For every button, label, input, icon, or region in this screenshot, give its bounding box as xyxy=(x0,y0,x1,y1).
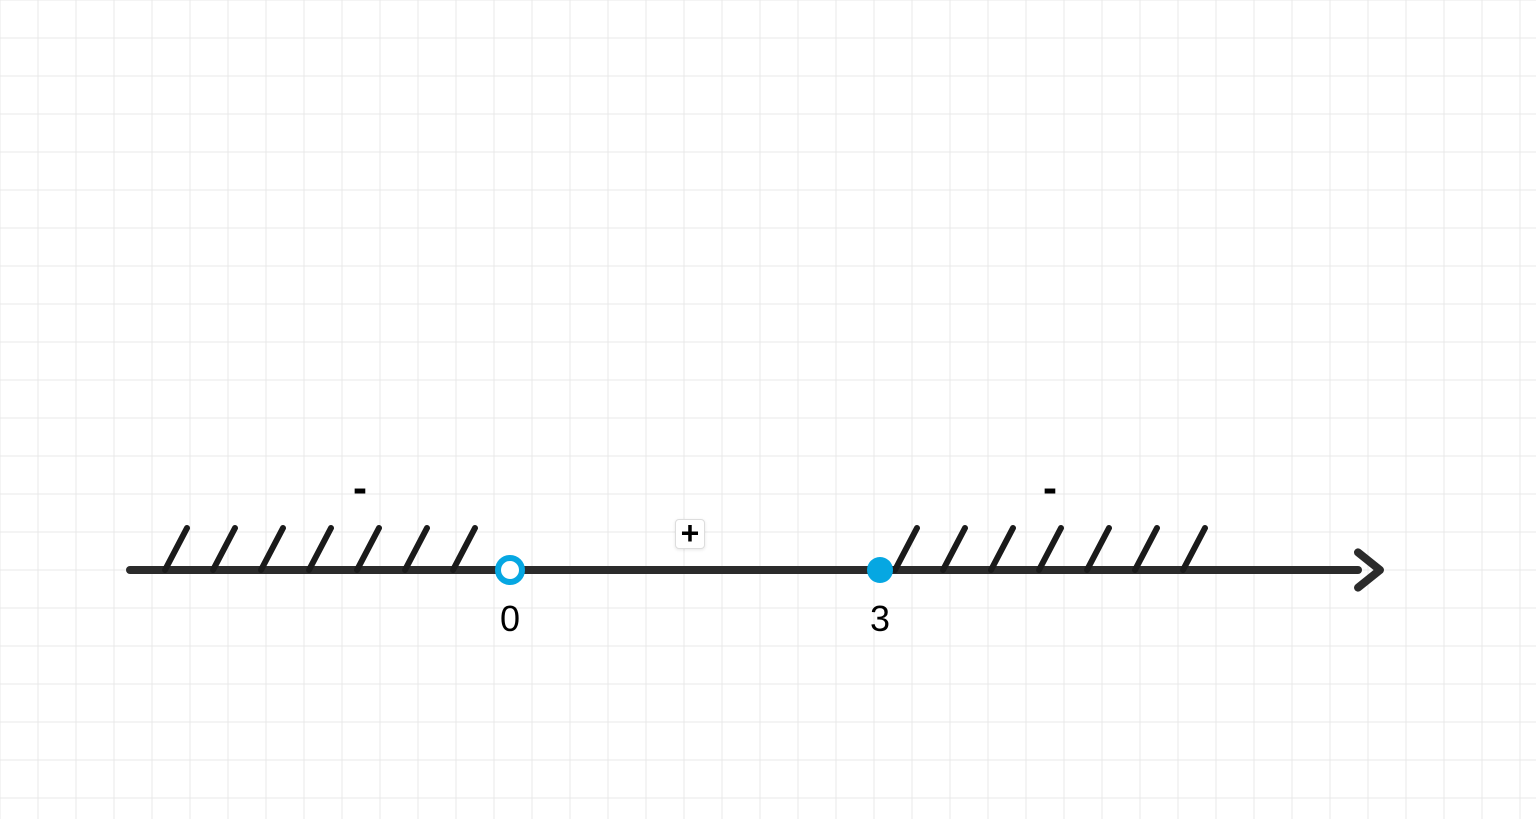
tick-label-point-zero: 0 xyxy=(500,598,520,640)
sign-plus-middle: + xyxy=(675,519,705,549)
tick-label-point-three: 3 xyxy=(870,598,890,640)
number-line-diagram xyxy=(0,0,1536,819)
hatch-left xyxy=(165,528,475,570)
point-three xyxy=(867,557,893,583)
point-zero xyxy=(498,558,522,582)
sign-minus-right: - xyxy=(1043,464,1057,512)
hatch-right xyxy=(895,528,1205,570)
sign-minus-left: - xyxy=(353,464,367,512)
